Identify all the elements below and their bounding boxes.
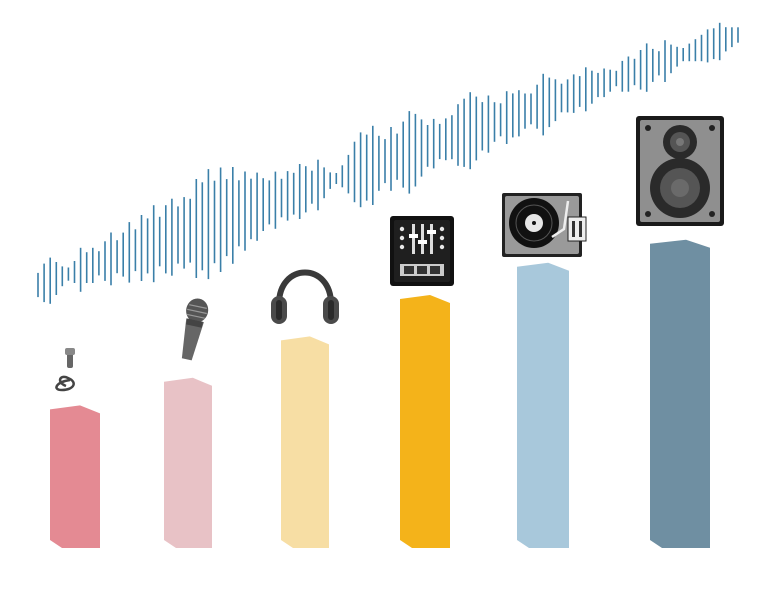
bar-lavalier-mic [50, 405, 100, 548]
bar-headphones [281, 336, 329, 548]
bar-microphone [164, 377, 212, 548]
bar-speaker [650, 239, 710, 549]
sound-waveform [37, 22, 739, 304]
bar-dj-mixer [400, 295, 450, 548]
speaker-icon [636, 116, 724, 226]
dj-mixer-icon [390, 216, 454, 286]
lavalier-mic-icon [55, 348, 75, 392]
headphones-icon [271, 269, 339, 324]
turntable-icon [502, 193, 587, 257]
bars-group [50, 239, 710, 549]
handheld-mic-icon [181, 298, 209, 361]
bar-turntable [517, 262, 569, 548]
